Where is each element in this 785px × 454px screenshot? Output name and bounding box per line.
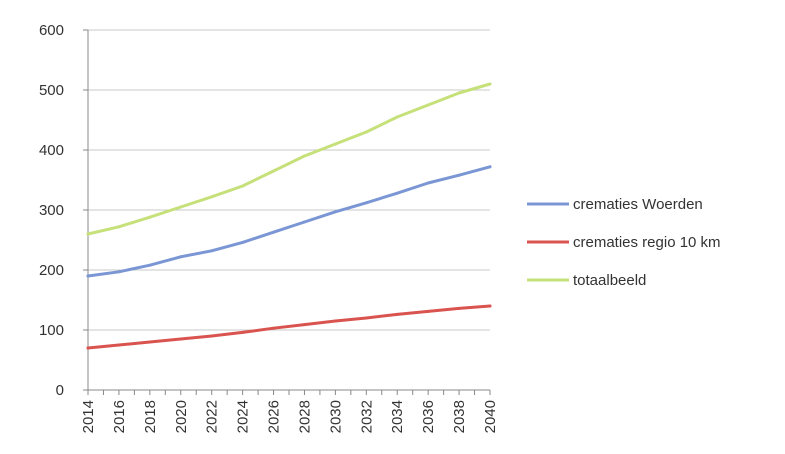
x-tick-label: 2022 — [204, 400, 221, 433]
data-point — [117, 270, 121, 274]
data-point — [179, 255, 183, 259]
data-point — [86, 274, 90, 278]
series-lines — [86, 82, 492, 350]
data-point — [364, 130, 368, 134]
data-point — [210, 334, 214, 338]
data-point — [395, 115, 399, 119]
data-point — [148, 340, 152, 344]
series-line-1 — [86, 304, 492, 350]
data-point — [117, 225, 121, 229]
data-point — [457, 306, 461, 310]
data-point — [457, 91, 461, 95]
data-point — [426, 103, 430, 107]
data-point — [272, 169, 276, 173]
data-point — [241, 184, 245, 188]
data-point — [272, 326, 276, 330]
x-tick-label: 2024 — [235, 400, 252, 433]
x-tick-label: 2014 — [80, 400, 97, 433]
data-point — [395, 312, 399, 316]
x-tick-label: 2034 — [389, 400, 406, 433]
legend-label: totaalbeeld — [573, 272, 646, 289]
data-point — [457, 173, 461, 177]
y-tick-label: 300 — [39, 202, 64, 219]
x-tick-label: 2026 — [266, 400, 283, 433]
y-axis-ticks: 0 100 200 300 400 500 600 — [39, 22, 64, 399]
x-axis-ticks: 2014 2016 2018 2020 2022 2024 2026 2028 2030 2032… — [80, 400, 499, 433]
data-point — [488, 82, 492, 86]
y-tick-label: 600 — [39, 22, 64, 39]
axes — [83, 29, 491, 395]
x-tick-label: 2020 — [173, 400, 190, 433]
data-point — [302, 323, 306, 327]
data-point — [179, 205, 183, 209]
data-point — [488, 165, 492, 169]
x-tick-label: 2036 — [420, 400, 437, 433]
data-point — [86, 346, 90, 350]
x-tick-label: 2040 — [482, 400, 499, 433]
data-point — [395, 191, 399, 195]
series-line-0 — [86, 165, 492, 278]
data-point — [272, 230, 276, 234]
data-point — [179, 337, 183, 341]
x-tick-label: 2030 — [327, 400, 344, 433]
data-point — [333, 142, 337, 146]
data-point — [426, 309, 430, 313]
data-point — [333, 319, 337, 323]
legend-label: crematies Woerden — [573, 196, 703, 213]
data-point — [117, 343, 121, 347]
legend: crematies Woerden crematies regio 10 km to… — [527, 196, 721, 289]
x-tick-label: 2028 — [296, 400, 313, 433]
data-point — [210, 195, 214, 199]
y-tick-label: 0 — [56, 382, 64, 399]
data-point — [241, 240, 245, 244]
y-tick-label: 100 — [39, 322, 64, 339]
x-tick-label: 2038 — [451, 400, 468, 433]
data-point — [333, 210, 337, 214]
series-line-2 — [86, 82, 492, 236]
y-tick-label: 400 — [39, 142, 64, 159]
data-point — [364, 201, 368, 205]
data-point — [302, 154, 306, 158]
y-tick-label: 500 — [39, 82, 64, 99]
data-point — [241, 330, 245, 334]
x-tick-label: 2016 — [111, 400, 128, 433]
data-point — [86, 232, 90, 236]
data-point — [302, 220, 306, 224]
data-point — [210, 249, 214, 253]
y-tick-label: 200 — [39, 262, 64, 279]
data-point — [364, 316, 368, 320]
data-point — [148, 215, 152, 219]
data-point — [148, 263, 152, 267]
x-tick-label: 2018 — [142, 400, 159, 433]
legend-label: crematies regio 10 km — [573, 234, 721, 251]
grid-lines — [88, 29, 490, 331]
x-tick-label: 2032 — [358, 400, 375, 433]
data-point — [426, 181, 430, 185]
data-point — [488, 304, 492, 308]
